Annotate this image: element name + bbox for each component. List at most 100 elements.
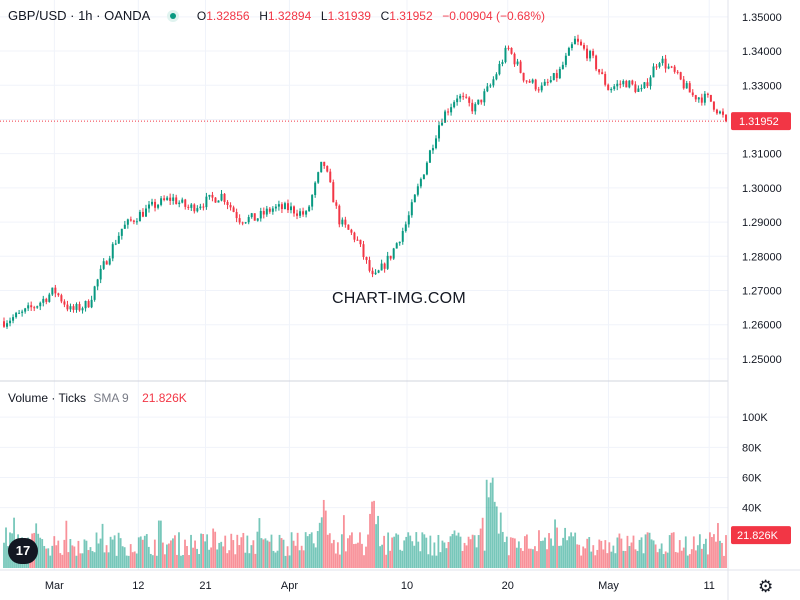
volume-bar	[338, 554, 341, 568]
candle	[9, 317, 12, 327]
last-price-label: 1.31952	[739, 116, 779, 128]
tradingview-logo[interactable]: 17	[8, 538, 38, 564]
volume-bar	[322, 499, 325, 568]
candle	[57, 292, 60, 297]
volume-bar	[302, 550, 305, 568]
candle-body	[528, 81, 531, 83]
candle	[715, 108, 718, 115]
candle	[163, 195, 166, 202]
volume-bar	[117, 532, 120, 568]
candle-body	[534, 79, 537, 90]
candle	[178, 200, 181, 208]
volume-bar	[145, 534, 148, 568]
candle-body	[235, 211, 238, 219]
volume-bar	[481, 517, 484, 568]
candle-body	[6, 323, 9, 327]
candle	[643, 81, 646, 89]
candle-body	[39, 302, 42, 307]
candle	[283, 201, 286, 210]
volume-bar	[55, 545, 58, 568]
candle-body	[111, 244, 114, 259]
candle-body	[326, 166, 329, 172]
symbol-title[interactable]: GBP/USD · 1h · OANDA	[8, 8, 150, 23]
candle	[434, 135, 437, 150]
volume-bar	[457, 532, 460, 568]
candle	[721, 108, 724, 118]
volume-bar	[57, 540, 60, 568]
volume-bar	[586, 538, 589, 568]
volume-bar	[284, 555, 287, 568]
volume-bar	[532, 549, 534, 568]
candle-body	[175, 197, 178, 205]
volume-bar	[523, 536, 526, 568]
chart-legend[interactable]: GBP/USD · 1h · OANDA O1.32856 H1.32894 L…	[8, 8, 545, 23]
gear-icon[interactable]: ⚙	[758, 577, 774, 596]
volume-bar	[63, 539, 66, 568]
candle-body	[450, 107, 453, 113]
candle-body	[583, 45, 586, 49]
volume-bar	[650, 539, 653, 568]
volume-bar	[604, 540, 607, 568]
volume-bar	[328, 533, 331, 568]
volume-bar	[97, 543, 100, 568]
volume-indicator-title[interactable]: Volume · Ticks	[8, 391, 87, 405]
candle	[317, 171, 320, 184]
price-axis[interactable]: 1.350001.340001.330001.320001.310001.300…	[742, 12, 782, 366]
candle-body	[217, 200, 220, 203]
volume-bar	[170, 540, 172, 568]
volume-axis[interactable]: 100K 80K 60K 40K	[742, 412, 768, 515]
volume-bar	[336, 542, 339, 568]
volume-bar	[725, 535, 727, 568]
candle-body	[598, 69, 601, 73]
candle	[280, 202, 283, 213]
volume-bar	[258, 518, 261, 568]
candle-body	[226, 201, 229, 206]
candle-body	[129, 219, 132, 221]
volume-bar	[431, 555, 434, 568]
candle-body	[280, 204, 283, 210]
candle-body	[250, 213, 253, 218]
candle	[495, 72, 498, 81]
volume-bar	[546, 549, 548, 568]
candle	[670, 65, 673, 69]
volume-bar	[161, 542, 164, 568]
volume-bar	[429, 535, 432, 568]
candle	[332, 179, 335, 203]
volume-legend[interactable]: Volume · Ticks SMA 9 21.826K	[8, 391, 187, 405]
volume-bar	[427, 554, 430, 568]
candle	[525, 80, 528, 84]
volume-bar	[184, 539, 186, 568]
candle-body	[184, 199, 187, 207]
volume-bar	[698, 534, 701, 568]
volume-bar	[415, 532, 418, 568]
candle	[480, 99, 483, 105]
volume-bar	[208, 549, 211, 568]
volume-bar	[250, 545, 253, 568]
candle	[259, 207, 262, 222]
price-tick-label: 1.35000	[742, 12, 782, 24]
candle	[172, 193, 175, 205]
candle	[256, 218, 259, 222]
candle-body	[36, 306, 39, 308]
candle-body	[259, 211, 262, 219]
candle-body	[54, 287, 57, 294]
volume-bar	[399, 549, 402, 568]
candle	[27, 302, 30, 312]
volume-bar	[99, 538, 102, 568]
candle	[196, 205, 199, 213]
time-tick-label: Mar	[45, 580, 64, 592]
candle	[129, 216, 132, 222]
candle-body	[715, 109, 718, 114]
volume-bar	[83, 539, 86, 568]
time-axis[interactable]: Mar 12 21 Apr 10 20 May 11	[45, 580, 715, 592]
volume-bar	[127, 555, 130, 568]
volume-sma-label: SMA 9	[93, 391, 129, 405]
volume-bar	[240, 537, 243, 568]
candle	[646, 78, 649, 89]
candle-body	[132, 220, 135, 222]
volume-bar	[544, 537, 546, 568]
candle	[362, 240, 365, 260]
volume-bar	[359, 532, 361, 568]
candle	[232, 205, 235, 213]
